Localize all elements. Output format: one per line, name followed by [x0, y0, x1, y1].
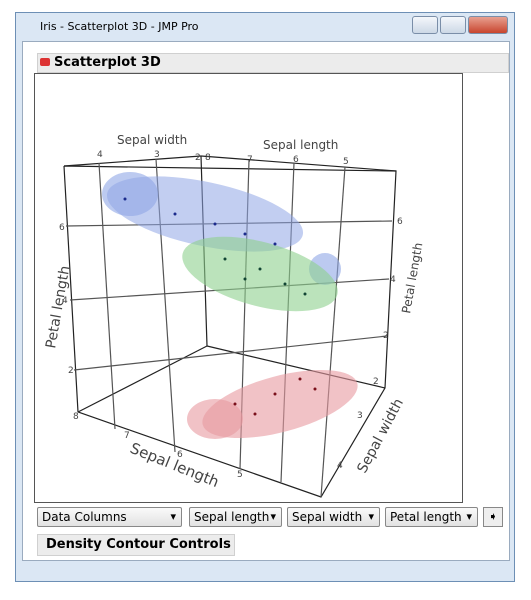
dropdown[interactable]: Sepal width: [287, 507, 380, 527]
axis-label: Petal length: [399, 242, 425, 315]
tick-label: 2: [373, 377, 379, 387]
axis-label: Sepal length: [263, 138, 338, 152]
dropdown[interactable]: Sepal length: [189, 507, 282, 527]
tick-label: 8: [73, 412, 79, 422]
panel-title: Scatterplot 3D: [54, 55, 161, 70]
data-points: [123, 197, 317, 416]
close-button[interactable]: [468, 16, 508, 34]
maximize-button[interactable]: [440, 16, 466, 34]
tick-label: 7: [247, 155, 253, 165]
tick-label: 7: [124, 431, 130, 441]
axis-label: Sepal width: [354, 396, 407, 476]
tick-labels: 4 3 2 8 7 6 5 6 4 2 8 7 6 5 6 4 2: [59, 150, 403, 480]
tick-label: 2: [195, 153, 201, 163]
tick-label: 6: [177, 450, 183, 460]
dropdown[interactable]: Petal length: [385, 507, 478, 527]
tick-label: 5: [237, 470, 243, 480]
report: Scatterplot 3D: [22, 41, 510, 561]
tick-label: 5: [343, 157, 349, 167]
tick-label: 4: [62, 296, 68, 306]
density-section-header[interactable]: Density Contour Controls: [37, 534, 235, 556]
tick-label: 2: [383, 331, 389, 341]
tick-label: 8: [205, 153, 211, 163]
arrow-button[interactable]: ➧: [483, 507, 503, 527]
title-bar: Iris - Scatterplot 3D - JMP Pro: [16, 13, 514, 39]
tick-label: 3: [357, 411, 363, 421]
density-section-title: Density Contour Controls: [46, 537, 231, 552]
window-buttons: [412, 16, 508, 34]
density-surfaces: [102, 172, 358, 439]
tick-label: 3: [154, 150, 160, 160]
tick-label: 6: [397, 217, 403, 227]
axis-label: Petal length: [43, 265, 73, 350]
red-triangle-menu[interactable]: [40, 58, 50, 66]
minimize-button[interactable]: [412, 16, 438, 34]
status-bar: [22, 561, 508, 579]
tick-label: 4: [337, 461, 343, 471]
tick-label: 4: [97, 150, 103, 160]
scatterplot-3d: Sepal width Sepal length Petal length Se…: [43, 133, 425, 498]
plot-frame[interactable]: Sepal width Sepal length Petal length Se…: [34, 73, 463, 503]
window: Iris - Scatterplot 3D - JMP Pro Scatterp…: [15, 12, 515, 582]
axis-label: Sepal width: [117, 133, 187, 147]
window-title: Iris - Scatterplot 3D - JMP Pro: [40, 20, 199, 33]
tick-label: 6: [293, 155, 299, 165]
tick-label: 4: [390, 275, 396, 285]
tick-label: 6: [59, 223, 65, 233]
panel-header[interactable]: Scatterplot 3D: [37, 53, 509, 73]
tick-label: 2: [68, 366, 74, 376]
dropdown[interactable]: Data Columns: [37, 507, 182, 527]
